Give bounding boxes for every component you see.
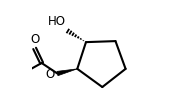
Text: O: O: [30, 33, 39, 46]
Text: O: O: [45, 68, 55, 81]
Text: HO: HO: [48, 15, 66, 28]
Polygon shape: [57, 69, 77, 76]
